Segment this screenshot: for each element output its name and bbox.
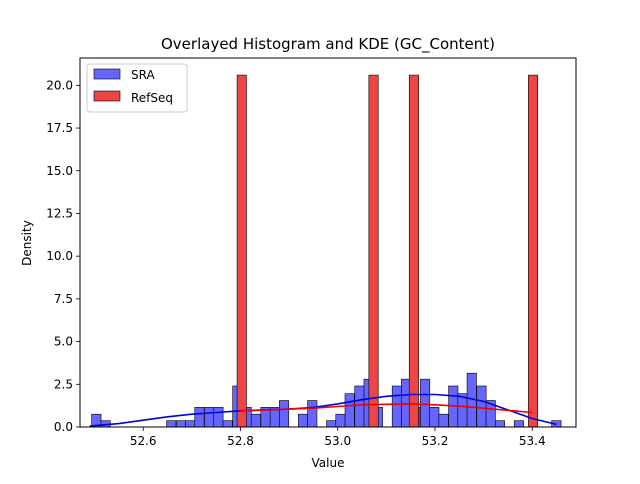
chart-title: Overlayed Histogram and KDE (GC_Content) [161,35,495,54]
bar-sra [213,407,224,428]
y-tick-label: 2.5 [54,377,73,391]
bar-sra [457,393,468,428]
bar-sra [222,420,233,428]
x-axis-label: Value [312,456,345,470]
bar-sra [298,413,309,428]
bar-sra [279,400,290,428]
bar-sra [438,413,449,428]
bar-refseq [528,74,539,428]
bar-sra [476,385,487,428]
legend-swatch-sra [93,68,121,80]
bar-sra [185,420,196,428]
y-tick-label: 17.5 [46,121,73,135]
legend-label-sra: SRA [131,68,155,82]
bar-sra [494,420,505,428]
bar-sra [344,393,355,428]
x-tick-label: 53.0 [324,434,351,448]
bar-sra [307,400,318,428]
legend: SRA RefSeq [86,63,188,113]
y-tick-label: 12.5 [46,206,73,220]
y-tick-label: 10.0 [46,249,73,263]
x-tick-label: 53.4 [519,434,546,448]
plot-background [80,58,576,427]
bar-sra [326,420,337,428]
y-tick-label: 0.0 [54,420,73,434]
y-tick-label: 5.0 [54,335,73,349]
y-tick-label: 7.5 [54,292,73,306]
bar-sra [391,385,402,428]
legend-swatch-refseq [93,90,121,102]
bar-sra [250,413,261,428]
bar-refseq [236,74,247,428]
bar-sra [204,407,215,428]
bar-sra [175,420,186,428]
y-tick-label: 15.0 [46,164,73,178]
kde-line-refseq [240,403,533,414]
bar-sra [513,420,524,428]
legend-label-refseq: RefSeq [131,91,173,105]
x-tick-label: 53.2 [422,434,449,448]
bar-refseq [368,74,379,428]
bar-sra [429,407,440,428]
x-axis: 52.6 52.8 53.0 53.2 53.4 [130,427,546,448]
bar-sra [166,420,177,428]
y-axis-label: Density [20,220,34,266]
bar-refseq [408,74,419,428]
bar-sra [354,385,365,428]
bar-sra [194,407,205,428]
bar-sra [335,413,346,428]
plot-area [79,57,577,428]
plot-frame [79,57,577,428]
y-axis: 0.0 2.5 5.0 7.5 10.0 12.5 15.0 17.5 20.0 [46,78,80,434]
x-tick-label: 52.8 [227,434,254,448]
kde-curves [89,393,557,427]
x-tick-label: 52.6 [130,434,157,448]
bar-sra [420,378,431,428]
y-tick-label: 20.0 [46,78,73,92]
kde-line-sra [89,393,557,427]
